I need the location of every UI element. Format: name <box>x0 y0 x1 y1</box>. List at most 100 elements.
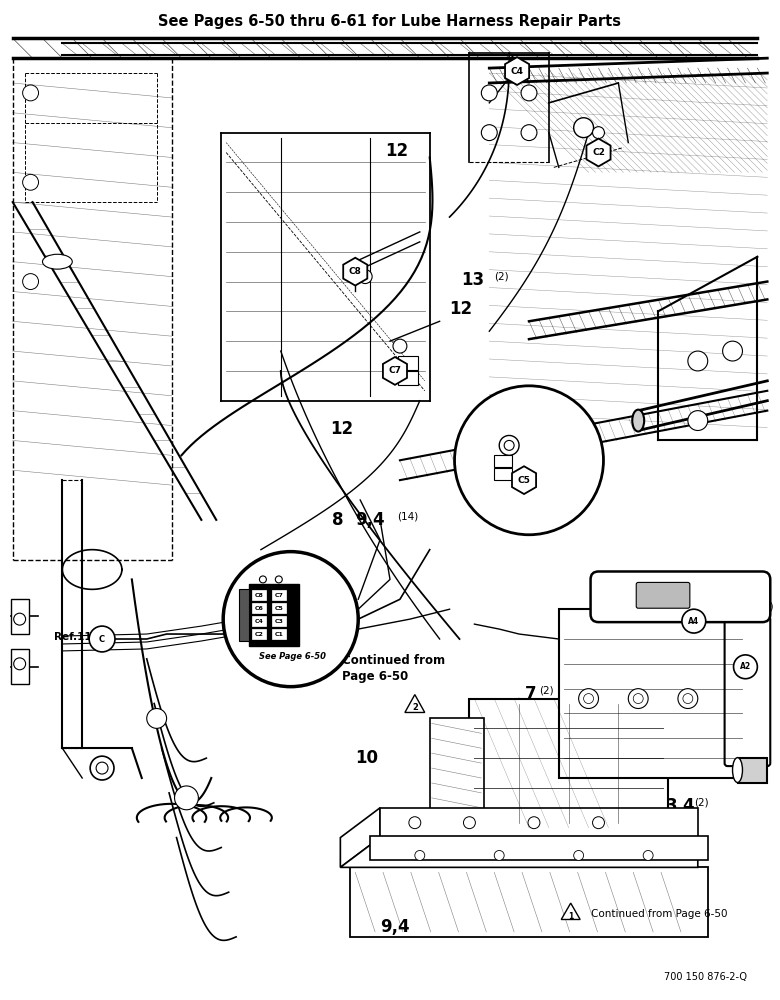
Circle shape <box>579 689 598 709</box>
Bar <box>272 603 285 613</box>
Circle shape <box>393 339 407 353</box>
Circle shape <box>89 626 115 652</box>
Text: 12: 12 <box>449 300 473 318</box>
Text: 700 150 876-2-Q: 700 150 876-2-Q <box>665 972 747 982</box>
Circle shape <box>573 118 594 138</box>
Text: 9,4: 9,4 <box>355 511 385 529</box>
FancyBboxPatch shape <box>590 571 771 622</box>
Bar <box>272 616 285 626</box>
Circle shape <box>678 689 698 709</box>
Circle shape <box>409 817 420 829</box>
Polygon shape <box>383 357 407 385</box>
Text: C2: C2 <box>592 148 605 157</box>
Circle shape <box>23 85 38 101</box>
Circle shape <box>90 756 114 780</box>
Text: (2): (2) <box>590 691 605 701</box>
Circle shape <box>644 850 653 860</box>
Text: (14): (14) <box>397 512 418 522</box>
Circle shape <box>463 817 475 829</box>
Polygon shape <box>343 258 367 286</box>
Bar <box>249 584 299 646</box>
Text: 1: 1 <box>678 575 690 593</box>
Circle shape <box>14 613 26 625</box>
Polygon shape <box>340 808 380 867</box>
Text: Ref.11: Ref.11 <box>55 632 92 642</box>
Text: (2): (2) <box>539 686 554 696</box>
Circle shape <box>495 850 504 860</box>
Ellipse shape <box>732 758 743 782</box>
Circle shape <box>96 762 108 774</box>
Text: C2: C2 <box>254 632 264 637</box>
Text: 10: 10 <box>355 749 378 767</box>
Text: (2): (2) <box>694 798 708 808</box>
Bar <box>11 649 29 684</box>
Polygon shape <box>512 466 536 494</box>
Text: C7: C7 <box>388 366 402 375</box>
Polygon shape <box>505 57 529 85</box>
Bar <box>252 590 266 600</box>
Circle shape <box>223 552 358 687</box>
Circle shape <box>629 689 648 709</box>
Text: C8: C8 <box>254 593 264 598</box>
Text: 12: 12 <box>385 142 408 160</box>
Bar <box>495 468 512 480</box>
Text: (2): (2) <box>693 576 707 586</box>
Text: Page 6-50: Page 6-50 <box>342 670 409 683</box>
FancyBboxPatch shape <box>725 616 771 766</box>
Bar <box>398 356 418 370</box>
Text: (2): (2) <box>760 601 774 611</box>
Text: Continued from Page 6-50: Continued from Page 6-50 <box>590 909 727 919</box>
Text: 2: 2 <box>746 600 757 618</box>
Circle shape <box>528 817 540 829</box>
Bar <box>738 758 768 783</box>
Text: 6: 6 <box>576 690 588 708</box>
Circle shape <box>573 850 583 860</box>
Text: C1: C1 <box>275 632 283 637</box>
Text: (2): (2) <box>495 272 509 282</box>
Polygon shape <box>340 838 698 867</box>
Bar <box>430 718 484 818</box>
Bar <box>252 629 266 639</box>
FancyBboxPatch shape <box>636 582 690 608</box>
Bar <box>495 455 512 467</box>
Text: See Page 6-50: See Page 6-50 <box>259 652 326 661</box>
Circle shape <box>688 351 707 371</box>
Bar <box>470 699 668 828</box>
Text: (2): (2) <box>629 775 643 785</box>
Text: 5: 5 <box>615 774 626 792</box>
Bar <box>272 590 285 600</box>
Bar <box>370 836 707 860</box>
Circle shape <box>14 658 26 670</box>
Text: A4: A4 <box>688 617 700 626</box>
Text: C8: C8 <box>349 267 362 276</box>
Circle shape <box>455 386 604 535</box>
Circle shape <box>521 85 537 101</box>
Text: 13: 13 <box>462 271 484 289</box>
Text: 7: 7 <box>525 685 537 703</box>
Bar <box>11 599 29 634</box>
Circle shape <box>23 174 38 190</box>
Circle shape <box>499 435 519 455</box>
Circle shape <box>415 850 425 860</box>
Text: 3,4: 3,4 <box>666 797 696 815</box>
Circle shape <box>358 270 372 284</box>
Text: C3: C3 <box>275 619 283 624</box>
Circle shape <box>633 694 643 704</box>
Circle shape <box>23 274 38 290</box>
Ellipse shape <box>42 254 73 269</box>
Text: C: C <box>99 635 105 644</box>
Text: C5: C5 <box>518 476 530 485</box>
Text: 9,4: 9,4 <box>380 918 410 936</box>
Text: 12: 12 <box>331 420 353 438</box>
Polygon shape <box>587 139 611 166</box>
Bar <box>558 609 747 778</box>
Circle shape <box>504 440 514 450</box>
Circle shape <box>260 576 267 583</box>
Text: C6: C6 <box>254 606 264 611</box>
Text: Continued from: Continued from <box>342 654 445 667</box>
Text: C4: C4 <box>254 619 264 624</box>
Circle shape <box>481 85 497 101</box>
Bar <box>272 629 285 639</box>
Circle shape <box>583 694 594 704</box>
Ellipse shape <box>633 410 644 431</box>
